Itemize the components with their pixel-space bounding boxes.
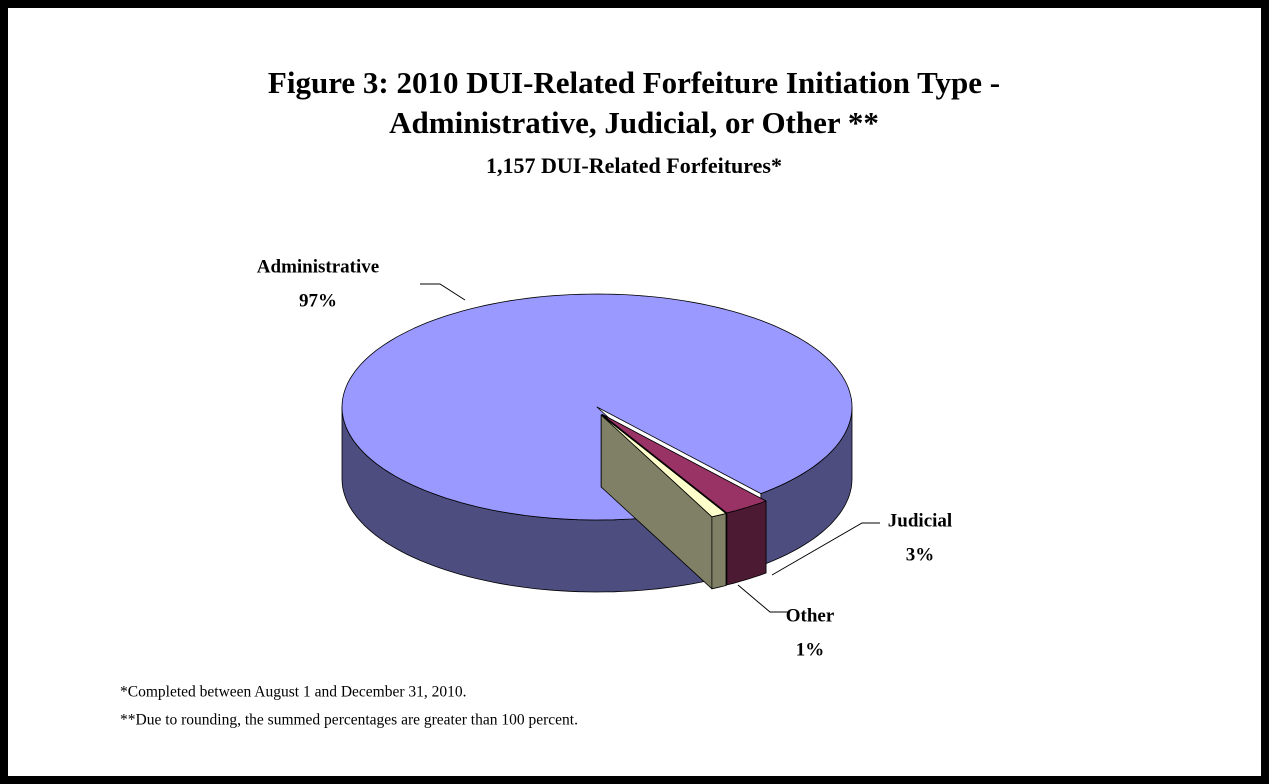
leader-line	[420, 283, 466, 301]
slice-label: Other	[786, 605, 835, 626]
slice-label: Judicial	[888, 510, 952, 531]
value-label: 97%	[299, 290, 337, 311]
chart-title: Figure 3: 2010 DUI-Related Forfeiture In…	[268, 65, 1000, 100]
footnote: *Completed between August 1 and December…	[120, 684, 467, 701]
value-label: 1%	[796, 639, 825, 660]
leader-line	[737, 584, 790, 613]
footnote: **Due to rounding, the summed percentage…	[120, 712, 578, 729]
slice	[601, 414, 767, 514]
slice	[600, 414, 727, 518]
slice-label: Administrative	[257, 256, 379, 277]
chart-title: Administrative, Judicial, or Other **	[389, 105, 879, 140]
leader-line	[771, 522, 880, 576]
chart-subtitle: 1,157 DUI-Related Forfeitures*	[486, 153, 782, 178]
value-label: 3%	[906, 544, 935, 565]
slice-side	[711, 513, 727, 590]
slice	[341, 293, 853, 521]
slice-side	[726, 500, 767, 586]
